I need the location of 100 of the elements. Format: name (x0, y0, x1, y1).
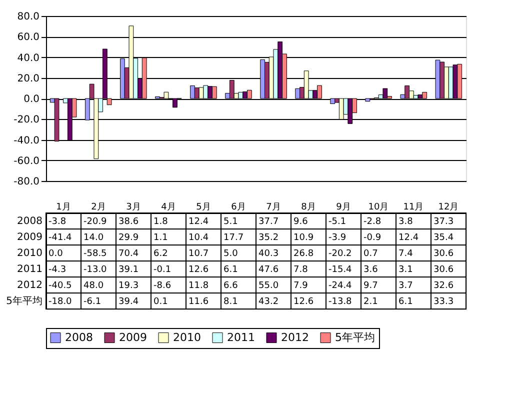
data-label: 6.1 (398, 297, 413, 307)
x-tick-label: 8月 (301, 202, 316, 212)
y-tick-label: -80.0 (14, 176, 40, 188)
data-label: 55.0 (258, 281, 279, 291)
y-tick-label: -40.0 (14, 135, 40, 146)
data-label: 39.1 (118, 265, 139, 275)
x-tick-label: 6月 (231, 202, 246, 212)
data-label: 35.2 (258, 233, 279, 243)
data-label: 12.6 (294, 297, 314, 307)
data-label: 47.6 (258, 265, 279, 275)
data-label: -4.3 (48, 265, 66, 275)
x-tick-label: 2月 (91, 202, 106, 212)
data-label: 12.4 (188, 217, 209, 227)
data-label: 6.1 (224, 265, 238, 275)
legend-label: 5年平均 (335, 330, 375, 344)
text: 2012 (17, 280, 42, 291)
data-label: 14.0 (84, 233, 104, 243)
data-label: 30.6 (434, 249, 454, 259)
data-label: 0.7 (364, 249, 378, 259)
data-label: -58.5 (84, 249, 107, 259)
y-tick-label: 60.0 (17, 32, 40, 44)
data-label: 19.3 (118, 281, 139, 291)
data-label: 0.0 (48, 249, 64, 259)
x-tick-label: 1月 (56, 202, 71, 212)
data-label: -13.8 (328, 297, 352, 307)
data-label: -40.5 (48, 281, 72, 291)
data-label: -24.4 (328, 281, 352, 291)
data-label: 43.2 (258, 297, 279, 307)
text: 2009 (17, 232, 42, 243)
data-label: 7.9 (294, 281, 308, 291)
data-label: 3.1 (398, 265, 413, 275)
data-label: 6.2 (154, 249, 168, 259)
x-tick-label: 3月 (126, 202, 141, 212)
data-label: 11.6 (188, 297, 209, 307)
data-label: 39.4 (118, 297, 139, 307)
data-label: 3.6 (364, 265, 378, 275)
data-label: 10.7 (188, 249, 209, 259)
data-label: 9.6 (294, 217, 308, 227)
y-tick-label: -60.0 (14, 156, 40, 167)
legend-label: 2009 (119, 330, 147, 344)
data-label: 1.1 (154, 233, 168, 243)
data-label: 8.1 (224, 297, 238, 307)
data-label: -41.4 (48, 233, 72, 243)
data-label: 48.0 (84, 281, 104, 291)
data-label: 32.6 (434, 281, 454, 291)
data-label: 12.4 (398, 233, 419, 243)
data-label: 3.8 (398, 217, 414, 227)
x-tick-label: 12月 (438, 202, 459, 212)
data-label: 6.6 (224, 281, 238, 291)
data-label: 30.6 (434, 265, 454, 275)
data-label: 1.8 (154, 217, 168, 227)
text: 2010 (17, 248, 42, 259)
data-label: 17.7 (224, 233, 244, 243)
data-label: -13.0 (84, 265, 108, 275)
data-label: -2.8 (364, 217, 382, 227)
data-label: 35.4 (434, 233, 454, 243)
data-label: -15.4 (328, 265, 352, 275)
y-tick-label: 40.0 (17, 52, 40, 64)
x-tick-label: 9月 (336, 202, 351, 212)
text: 2008 (17, 216, 42, 227)
y-tick-label: 0.0 (24, 94, 40, 105)
data-label: 37.7 (258, 217, 279, 227)
y-tick-label: 80.0 (17, 12, 40, 22)
data-label: 29.9 (118, 233, 139, 243)
data-label: 7.4 (398, 249, 414, 259)
x-tick-label: 5月 (196, 202, 211, 212)
data-label: -6.1 (84, 297, 102, 307)
data-label: -20.2 (328, 249, 352, 259)
data-label: 70.4 (118, 249, 139, 259)
data-label: -3.8 (48, 217, 66, 227)
data-label: 38.6 (118, 217, 139, 227)
data-label: -5.1 (328, 217, 346, 227)
data-label: 2.1 (364, 297, 378, 307)
data-label: 26.8 (294, 249, 314, 259)
data-label: 11.8 (188, 281, 209, 291)
x-tick-label: 10月 (368, 202, 389, 212)
data-label: 0.1 (154, 297, 168, 307)
x-tick-label: 7月 (266, 202, 281, 212)
data-label: -0.1 (154, 265, 172, 275)
data-label: 5.0 (224, 249, 238, 259)
data-label: 3.7 (398, 281, 413, 291)
data-label: 10.9 (294, 233, 314, 243)
y-tick-label: 20.0 (17, 73, 40, 84)
x-tick-label: 11月 (403, 202, 424, 212)
data-label: 10.4 (188, 233, 209, 243)
data-label: -20.9 (84, 217, 108, 227)
y-tick-label: -20.0 (14, 114, 40, 126)
legend-label: 2010 (173, 330, 201, 344)
legend-label: 2012 (281, 330, 309, 344)
data-label: -8.6 (154, 281, 172, 291)
x-tick-label: 4月 (161, 202, 176, 212)
data-label: -0.9 (364, 233, 382, 243)
data-label: -18.0 (48, 297, 72, 307)
legend-label: 2008 (65, 330, 93, 344)
text: 5年平均 (6, 296, 42, 307)
data-label: 37.3 (434, 217, 454, 227)
data-label: 5.1 (224, 217, 238, 227)
data-label: 33.3 (434, 297, 454, 307)
data-label: 7.8 (294, 265, 308, 275)
data-label: 9.7 (364, 281, 378, 291)
